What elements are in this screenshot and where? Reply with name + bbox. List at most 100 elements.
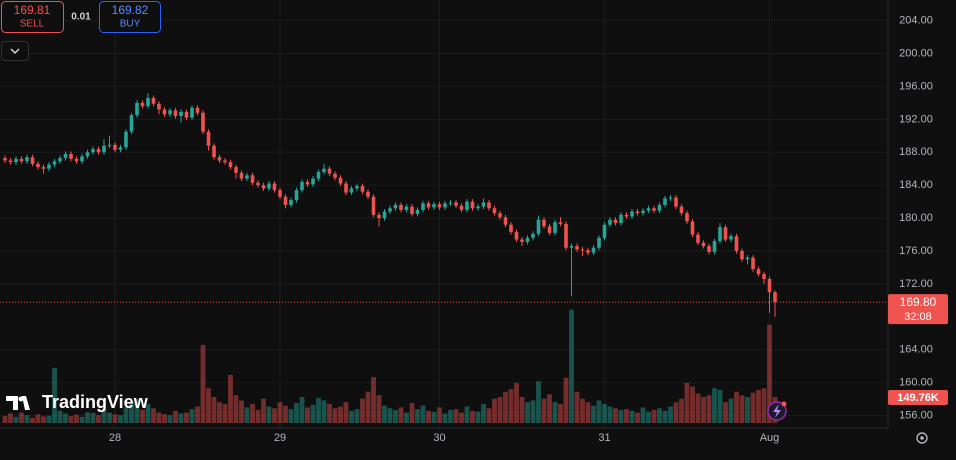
candle-body bbox=[360, 186, 365, 192]
candle-body bbox=[465, 201, 469, 210]
candle-body bbox=[305, 181, 310, 185]
volume-bar bbox=[30, 417, 35, 423]
buy-button[interactable]: 169.82 BUY bbox=[99, 1, 161, 33]
volume-bar bbox=[508, 389, 514, 423]
candle-body bbox=[355, 186, 359, 189]
candle-body bbox=[327, 168, 332, 174]
volume-bar bbox=[486, 408, 492, 423]
buy-label: BUY bbox=[120, 19, 141, 30]
candle-body bbox=[179, 111, 183, 117]
y-tick-label: 200.00 bbox=[899, 47, 933, 59]
sell-button[interactable]: 169.81 SELL bbox=[1, 1, 64, 33]
settings-button[interactable] bbox=[916, 432, 928, 444]
volume-bar bbox=[426, 410, 431, 423]
volume-bar bbox=[629, 410, 635, 423]
volume-bar bbox=[145, 403, 151, 423]
collapse-box[interactable] bbox=[1, 41, 29, 61]
candle-body bbox=[47, 164, 51, 169]
x-tick-label: 29 bbox=[274, 432, 286, 444]
volume-bar bbox=[497, 396, 503, 423]
candle-body bbox=[36, 163, 40, 168]
volume-bar bbox=[178, 413, 184, 423]
x-tick-label: 28 bbox=[109, 432, 121, 444]
candle-body bbox=[575, 246, 579, 250]
candle-body bbox=[85, 152, 90, 157]
sell-box[interactable] bbox=[1, 1, 64, 33]
candle-body bbox=[668, 197, 673, 199]
candle-body bbox=[756, 269, 761, 275]
candle-body bbox=[322, 168, 326, 173]
buy-box[interactable] bbox=[99, 1, 161, 33]
volume-bar bbox=[360, 398, 365, 423]
volume-bar bbox=[415, 409, 420, 423]
volume-bar bbox=[541, 398, 547, 423]
volume-bar bbox=[85, 412, 90, 423]
volume-bar bbox=[46, 415, 52, 423]
volume-bar bbox=[261, 398, 266, 423]
volume-bar bbox=[459, 412, 464, 423]
candle-body bbox=[118, 147, 123, 150]
y-tick-label: 160.00 bbox=[899, 377, 933, 389]
volume-bar bbox=[519, 396, 525, 423]
volume-bar bbox=[437, 407, 442, 423]
volume-bar bbox=[525, 402, 530, 423]
lightning-button[interactable] bbox=[767, 401, 787, 421]
volume-bar bbox=[409, 403, 415, 423]
candle-body bbox=[597, 237, 601, 248]
candle-body bbox=[234, 167, 238, 173]
candle-body bbox=[740, 251, 744, 260]
candle-body bbox=[410, 206, 414, 214]
volume-label: 149.76K bbox=[897, 392, 939, 404]
candle-body bbox=[283, 196, 288, 205]
candle-body bbox=[454, 202, 458, 206]
volume-bar bbox=[684, 382, 690, 423]
candle-body bbox=[96, 148, 101, 153]
y-tick-label: 196.00 bbox=[899, 80, 933, 92]
collapse-button[interactable] bbox=[1, 41, 29, 61]
candle-body bbox=[102, 145, 106, 153]
candle-body bbox=[377, 214, 381, 219]
candle-body bbox=[448, 202, 453, 204]
candle-body bbox=[547, 226, 552, 233]
volume-bar bbox=[288, 409, 294, 423]
candle-body bbox=[245, 175, 249, 179]
settings-icon[interactable] bbox=[916, 432, 928, 444]
axes: 156.00 160.00 164.00 172.00 176.00 180.00 184.… bbox=[109, 14, 933, 443]
volume-bar bbox=[294, 403, 299, 423]
volume-bar bbox=[52, 367, 57, 423]
candle-body bbox=[190, 107, 194, 118]
logo-text: TradingView bbox=[42, 392, 149, 412]
volume-bar bbox=[464, 406, 470, 423]
volume-bar bbox=[239, 400, 244, 423]
volume-bar bbox=[299, 396, 305, 423]
volume-bar bbox=[607, 406, 613, 423]
candle-body bbox=[509, 224, 513, 233]
volume-bar bbox=[701, 396, 706, 423]
candle-body bbox=[294, 190, 299, 201]
candle-body bbox=[470, 201, 475, 209]
candle-body bbox=[388, 208, 392, 212]
volume-bar bbox=[68, 416, 74, 423]
candle-body bbox=[80, 156, 84, 162]
volume-bar bbox=[712, 388, 717, 423]
notification-dot bbox=[781, 401, 787, 407]
volume-bar bbox=[310, 404, 316, 423]
volume-bar bbox=[475, 411, 481, 423]
candle-body bbox=[135, 102, 139, 116]
candle-body bbox=[432, 204, 436, 208]
y-tick-label: 176.00 bbox=[899, 245, 933, 257]
volume-pane bbox=[2, 309, 778, 423]
candle-body bbox=[113, 144, 117, 150]
candle-body bbox=[652, 208, 656, 211]
candle-body bbox=[751, 257, 755, 270]
volume-bar bbox=[723, 402, 728, 423]
volume-bar bbox=[574, 391, 580, 423]
candle-body bbox=[635, 211, 640, 214]
candle-body bbox=[371, 196, 376, 215]
candle-body bbox=[531, 233, 535, 238]
volume-bar bbox=[668, 406, 673, 423]
grid bbox=[0, 0, 888, 428]
volume-bar bbox=[635, 412, 640, 423]
y-tick-label: 204.00 bbox=[899, 14, 933, 26]
candle-body bbox=[564, 223, 568, 248]
